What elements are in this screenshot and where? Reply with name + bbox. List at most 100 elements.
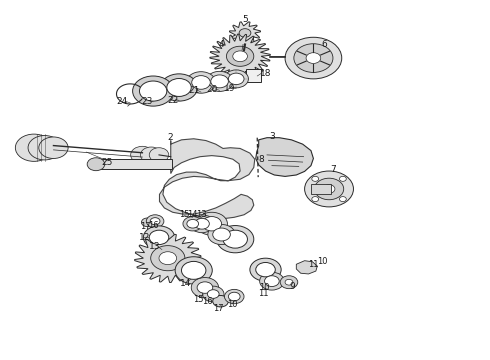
Circle shape bbox=[149, 230, 169, 244]
Circle shape bbox=[197, 282, 213, 293]
Bar bbox=[311, 184, 331, 194]
Circle shape bbox=[285, 37, 342, 79]
Text: 5: 5 bbox=[242, 15, 248, 24]
Text: 15: 15 bbox=[179, 210, 189, 219]
Circle shape bbox=[133, 76, 173, 106]
Text: 3: 3 bbox=[270, 132, 275, 141]
Circle shape bbox=[312, 197, 318, 202]
Text: 10: 10 bbox=[259, 283, 270, 292]
Circle shape bbox=[239, 29, 251, 37]
FancyBboxPatch shape bbox=[246, 69, 261, 82]
Circle shape bbox=[265, 276, 279, 287]
Text: 10: 10 bbox=[227, 300, 238, 309]
Circle shape bbox=[285, 279, 293, 285]
Circle shape bbox=[224, 289, 244, 304]
Circle shape bbox=[181, 261, 206, 279]
Circle shape bbox=[340, 197, 346, 202]
Circle shape bbox=[159, 252, 176, 265]
Text: 15: 15 bbox=[194, 294, 204, 303]
Circle shape bbox=[260, 272, 284, 290]
Circle shape bbox=[131, 146, 154, 163]
Text: 7: 7 bbox=[330, 165, 336, 174]
Circle shape bbox=[305, 171, 353, 207]
Circle shape bbox=[315, 178, 343, 200]
Polygon shape bbox=[135, 234, 201, 283]
Circle shape bbox=[160, 74, 197, 101]
Text: 16: 16 bbox=[202, 297, 213, 306]
Text: 11: 11 bbox=[258, 289, 269, 298]
Circle shape bbox=[195, 219, 209, 229]
Circle shape bbox=[306, 53, 321, 63]
Text: 23: 23 bbox=[142, 96, 153, 105]
Circle shape bbox=[150, 218, 160, 225]
Circle shape bbox=[323, 185, 335, 193]
Circle shape bbox=[87, 158, 105, 171]
Text: 4: 4 bbox=[219, 40, 224, 49]
Circle shape bbox=[224, 70, 248, 88]
Polygon shape bbox=[229, 22, 261, 44]
Circle shape bbox=[233, 51, 247, 62]
Text: 20: 20 bbox=[207, 85, 218, 94]
Polygon shape bbox=[210, 34, 270, 78]
Circle shape bbox=[202, 217, 221, 231]
Circle shape bbox=[147, 215, 164, 228]
Circle shape bbox=[188, 266, 199, 275]
Circle shape bbox=[206, 71, 233, 91]
Text: 22: 22 bbox=[167, 95, 178, 104]
Circle shape bbox=[208, 225, 235, 244]
Circle shape bbox=[211, 75, 228, 88]
Text: 2: 2 bbox=[167, 133, 172, 142]
Circle shape bbox=[217, 226, 254, 253]
Text: 10: 10 bbox=[317, 257, 327, 266]
Circle shape bbox=[280, 276, 298, 289]
Text: 14: 14 bbox=[180, 279, 191, 288]
Circle shape bbox=[228, 292, 240, 301]
Circle shape bbox=[202, 286, 224, 302]
Circle shape bbox=[228, 73, 244, 85]
Text: 21: 21 bbox=[189, 86, 200, 95]
Circle shape bbox=[294, 44, 333, 72]
Circle shape bbox=[142, 218, 153, 226]
Circle shape bbox=[149, 148, 169, 162]
Text: 14: 14 bbox=[187, 210, 197, 219]
Circle shape bbox=[15, 134, 52, 161]
Circle shape bbox=[226, 46, 254, 66]
Text: 17: 17 bbox=[213, 303, 223, 312]
Text: 9: 9 bbox=[290, 282, 295, 291]
Circle shape bbox=[190, 215, 214, 233]
Polygon shape bbox=[296, 261, 318, 274]
Text: 18: 18 bbox=[260, 69, 271, 78]
Circle shape bbox=[28, 135, 61, 160]
Circle shape bbox=[183, 217, 202, 231]
Circle shape bbox=[250, 258, 281, 281]
Circle shape bbox=[213, 228, 230, 241]
Circle shape bbox=[223, 230, 247, 248]
Circle shape bbox=[256, 262, 275, 277]
Circle shape bbox=[39, 137, 68, 158]
Circle shape bbox=[312, 176, 318, 181]
Text: 8: 8 bbox=[258, 155, 264, 164]
Circle shape bbox=[140, 81, 167, 101]
Text: 11: 11 bbox=[308, 261, 318, 270]
Text: 17: 17 bbox=[140, 222, 150, 231]
Circle shape bbox=[191, 278, 219, 298]
Circle shape bbox=[340, 176, 346, 181]
Circle shape bbox=[207, 290, 219, 298]
Text: 6: 6 bbox=[321, 40, 327, 49]
Text: 16: 16 bbox=[148, 221, 158, 230]
Circle shape bbox=[175, 257, 212, 284]
Text: 13: 13 bbox=[149, 242, 161, 251]
Circle shape bbox=[141, 147, 162, 163]
Bar bbox=[96, 159, 172, 169]
Circle shape bbox=[187, 220, 198, 228]
Text: 24: 24 bbox=[116, 97, 127, 106]
Text: 19: 19 bbox=[223, 84, 235, 93]
Circle shape bbox=[186, 72, 216, 93]
Circle shape bbox=[151, 246, 185, 271]
Text: 13: 13 bbox=[196, 210, 206, 219]
Circle shape bbox=[167, 78, 191, 96]
Polygon shape bbox=[159, 139, 255, 219]
Polygon shape bbox=[256, 138, 314, 176]
Circle shape bbox=[196, 212, 227, 235]
Circle shape bbox=[144, 226, 174, 249]
